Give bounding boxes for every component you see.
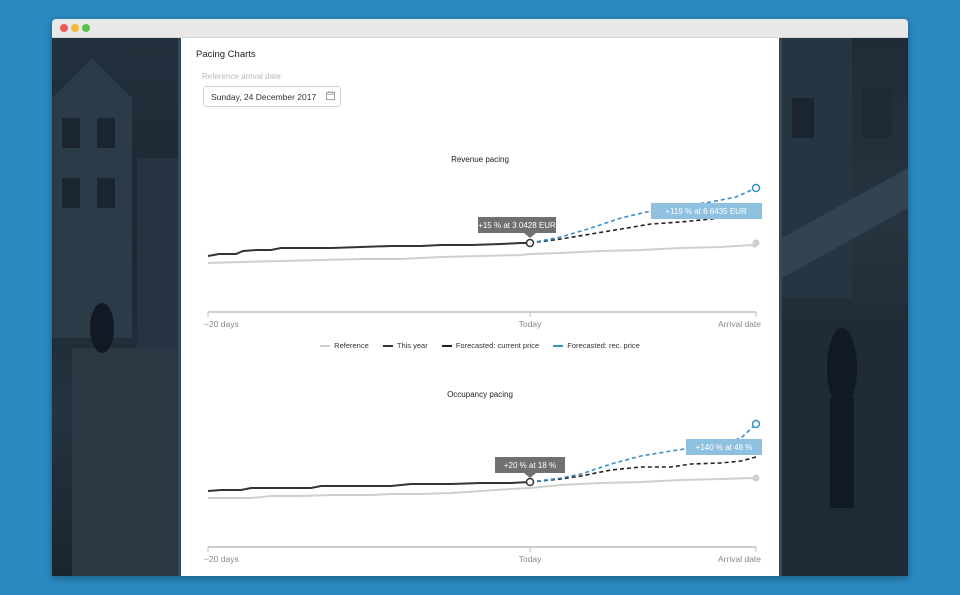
- revenue-forecast-end-marker[interactable]: [751, 183, 761, 193]
- revenue-reference-end-marker: [752, 239, 760, 247]
- browser-window: Pacing Charts Reference arrival date: Su…: [52, 19, 908, 576]
- revenue-reference-line: [207, 243, 757, 264]
- revenue-pacing-chart: Revenue pacing +15 % at 3 0428 EUR +119 …: [181, 155, 779, 370]
- pacing-panel: Pacing Charts Reference arrival date: Su…: [178, 38, 782, 576]
- occupancy-today-tooltip-box: [495, 457, 565, 473]
- occupancy-x-label-end: Arrival date: [718, 554, 761, 564]
- occupancy-forecast-end-marker[interactable]: [751, 419, 761, 429]
- occupancy-x-label-today: Today: [519, 554, 542, 564]
- legend-label-this-year: This year: [396, 341, 428, 350]
- revenue-chart-plot: +15 % at 3 0428 EUR +119 % at 6 6435 EUR…: [204, 183, 762, 329]
- occupancy-chart-title: Occupancy pacing: [447, 390, 513, 399]
- occupancy-today-tooltip-arrow: [524, 473, 536, 478]
- legend-item-reference[interactable]: Reference: [320, 341, 369, 350]
- page-title: Pacing Charts: [196, 49, 256, 60]
- legend-label-forecast-current: Forecasted: current price: [455, 341, 540, 350]
- occupancy-x-label-start: −20 days: [204, 554, 239, 564]
- maximize-window-button[interactable]: [82, 24, 90, 32]
- revenue-chart-title: Revenue pacing: [451, 155, 509, 164]
- revenue-forecast-rec-line: [529, 187, 757, 244]
- legend-swatch-this-year: [382, 345, 393, 348]
- occupancy-forecast-current-line: [529, 456, 757, 483]
- legend-item-forecast-rec[interactable]: Forecasted: rec. price: [553, 341, 640, 350]
- legend-swatch-forecast-current: [441, 345, 452, 348]
- legend-item-this-year[interactable]: This year: [382, 341, 428, 350]
- legend-item-forecast-current[interactable]: Forecasted: current price: [441, 341, 540, 350]
- revenue-today-tooltip-box: [478, 217, 556, 233]
- legend-swatch-forecast-rec: [553, 345, 564, 348]
- reference-date-label: Reference arrival date:: [202, 72, 283, 81]
- legend-label-forecast-rec: Forecasted: rec. price: [567, 341, 640, 350]
- revenue-x-label-start: −20 days: [204, 319, 239, 329]
- revenue-forecast-current-line: [529, 214, 757, 244]
- revenue-legend: Reference This year Forecasted: current …: [181, 341, 779, 350]
- occupancy-chart-plot: +20 % at 18 % +140 % at 48 % −20 days To…: [204, 419, 762, 564]
- background-photo-right: [782, 38, 908, 576]
- revenue-x-label-today: Today: [519, 319, 542, 329]
- occupancy-pacing-chart: Occupancy pacing +20 % at 18 % +140 % at…: [181, 390, 779, 576]
- revenue-x-label-end: Arrival date: [718, 319, 761, 329]
- revenue-today-tooltip-arrow: [524, 233, 536, 238]
- revenue-forecast-tooltip: +119 % at 6 6435 EUR: [665, 207, 747, 216]
- close-window-button[interactable]: [60, 24, 68, 32]
- occupancy-today-marker[interactable]: [525, 477, 535, 487]
- revenue-this-year-line: [207, 242, 530, 257]
- revenue-today-marker[interactable]: [525, 238, 535, 248]
- revenue-today-tooltip: +15 % at 3 0428 EUR: [478, 221, 556, 230]
- building-silhouette-right: [782, 38, 908, 576]
- legend-swatch-reference: [320, 345, 331, 348]
- reference-date-input[interactable]: Sunday, 24 December 2017: [203, 86, 341, 107]
- legend-label-reference: Reference: [334, 341, 369, 350]
- minimize-window-button[interactable]: [71, 24, 79, 32]
- occupancy-reference-line: [208, 476, 757, 499]
- occupancy-today-tooltip: +20 % at 18 %: [504, 461, 556, 470]
- calendar-icon[interactable]: [326, 91, 335, 100]
- reference-date-value: Sunday, 24 December 2017: [211, 92, 317, 102]
- building-silhouette-left: [52, 58, 178, 576]
- occupancy-reference-end-marker: [752, 474, 760, 482]
- occupancy-forecast-tooltip: +140 % at 48 %: [696, 443, 753, 452]
- background-photo-left: [52, 38, 178, 576]
- revenue-forecast-tooltip-box: [651, 203, 762, 219]
- window-titlebar: [52, 19, 908, 38]
- occupancy-forecast-tooltip-box: [686, 439, 762, 455]
- occupancy-this-year-line: [207, 481, 531, 492]
